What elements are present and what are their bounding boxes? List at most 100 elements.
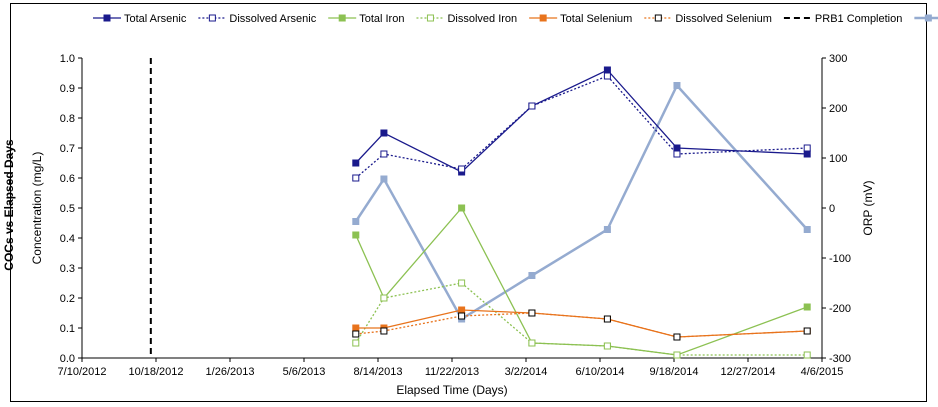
- data-point-dissolved-selenium: [458, 312, 466, 320]
- x-tick-label: 7/10/2012: [58, 366, 107, 378]
- series-dissolved-selenium: [352, 309, 811, 341]
- chart-frame: [10, 3, 927, 402]
- legend-swatch-marker: [338, 14, 346, 22]
- y-tick-left-label: 0.8: [60, 113, 75, 125]
- y-tick-left-label: 0.0: [60, 353, 75, 365]
- x-tick-label: 8/14/2013: [354, 366, 403, 378]
- legend-label: Dissolved Iron: [447, 13, 517, 25]
- y-axis-left-title: Concentration (mg/L): [30, 152, 44, 265]
- y-tick-left-label: 1.0: [60, 53, 75, 65]
- data-point-total-iron: [352, 231, 360, 239]
- data-point-total-iron: [803, 303, 811, 311]
- legend-swatch-marker: [208, 14, 216, 22]
- x-tick-label: 3/2/2014: [505, 366, 548, 378]
- series-total-selenium: [352, 306, 811, 341]
- x-axis-title: Elapsed Time (Days): [396, 383, 507, 397]
- data-point-dissolved-selenium: [803, 327, 811, 335]
- data-point-dissolved-arsenic: [380, 150, 388, 158]
- y-tick-left-label: 0.1: [60, 323, 75, 335]
- data-point-dissolved-iron: [458, 279, 466, 287]
- series-orp: [352, 82, 811, 323]
- x-tick-label: 5/6/2013: [283, 366, 326, 378]
- y-tick-right-label: 100: [829, 153, 847, 165]
- legend-item-total-arsenic: Total Arsenic: [93, 13, 187, 25]
- data-point-total-selenium: [352, 324, 360, 332]
- x-tick-label: 6/10/2014: [576, 366, 625, 378]
- legend-item-prb1-completion: PRB1 Completion: [783, 13, 902, 25]
- y-tick-right-label: 0: [829, 203, 835, 215]
- data-point-total-arsenic: [673, 144, 681, 152]
- y-tick-left-label: 0.3: [60, 263, 75, 275]
- legend-item-dissolved-arsenic: Dissolved Arsenic: [198, 13, 317, 25]
- data-point-dissolved-arsenic: [528, 102, 536, 110]
- series-total-iron: [352, 204, 811, 359]
- data-point-dissolved-selenium: [528, 309, 536, 317]
- x-tick-label: 11/22/2013: [425, 366, 479, 378]
- y-tick-left-label: 0.4: [60, 233, 75, 245]
- data-point-dissolved-arsenic: [603, 72, 611, 80]
- legend: Total Arsenic Dissolved Arsenic Total Iron…: [93, 13, 938, 25]
- legend-label: Total Selenium: [560, 13, 632, 25]
- x-tick-label: 4/6/2015: [801, 366, 844, 378]
- y-tick-right-label: -300: [829, 353, 851, 365]
- data-point-total-arsenic: [803, 150, 811, 158]
- data-point-dissolved-iron: [380, 294, 388, 302]
- data-point-orp: [673, 82, 681, 89]
- y-tick-right-label: -100: [829, 253, 851, 265]
- data-point-total-selenium: [458, 306, 466, 314]
- series-layer: [352, 66, 811, 359]
- data-point-dissolved-selenium: [352, 330, 360, 338]
- data-point-dissolved-selenium: [673, 333, 681, 341]
- y-ticks-left: 0.0 0.1 0.2 0.3 0.4 0.5 0.6 0.7 0.8 0.9 1.0: [60, 53, 82, 365]
- data-point-dissolved-arsenic: [458, 165, 466, 173]
- data-point-dissolved-iron: [352, 339, 360, 347]
- series-line-dissolved-arsenic: [355, 75, 808, 179]
- series-line-total-arsenic: [355, 69, 808, 173]
- data-point-orp: [803, 226, 811, 233]
- series-dissolved-arsenic: [352, 72, 811, 182]
- legend-item-dissolved-iron: Dissolved Iron: [416, 13, 517, 25]
- y-axis-right-title: ORP (mV): [861, 180, 875, 235]
- data-point-total-iron: [458, 204, 466, 212]
- legend-item-total-iron: Total Iron: [328, 13, 404, 25]
- legend-label: Dissolved Arsenic: [229, 13, 316, 25]
- legend-item-dissolved-selenium: Dissolved Selenium: [644, 13, 772, 25]
- data-point-dissolved-selenium: [380, 327, 388, 335]
- data-point-dissolved-selenium: [603, 315, 611, 323]
- data-point-orp: [528, 272, 536, 279]
- y-tick-right-label: 200: [829, 103, 847, 115]
- series-dissolved-iron: [352, 279, 811, 359]
- data-point-orp: [380, 175, 388, 183]
- data-point-orp: [603, 226, 611, 233]
- legend-label: Dissolved Selenium: [675, 13, 772, 25]
- legend-swatch-marker: [654, 14, 662, 22]
- legend-label: PRB1 Completion: [815, 13, 902, 25]
- data-point-orp: [352, 218, 360, 225]
- x-tick-label: 10/18/2012: [128, 366, 183, 378]
- legend-swatch-marker: [539, 14, 547, 22]
- legend-swatch-marker: [924, 14, 932, 22]
- chart-title: COCs vs Elapsed Days: [2, 139, 16, 271]
- data-point-total-arsenic: [603, 66, 611, 74]
- x-tick-label: 12/27/2014: [720, 366, 775, 378]
- y-ticks-right: -300 -200 -100 0 100 200 300: [822, 53, 851, 365]
- legend-item-total-selenium: Total Selenium: [529, 13, 632, 25]
- x-tick-label: 9/18/2014: [650, 366, 699, 378]
- data-point-dissolved-iron: [603, 342, 611, 350]
- y-tick-right-label: -200: [829, 303, 851, 315]
- y-tick-right-label: 300: [829, 53, 847, 65]
- y-tick-left-label: 0.2: [60, 293, 75, 305]
- y-tick-left-label: 0.5: [60, 203, 75, 215]
- y-tick-left-label: 0.9: [60, 83, 75, 95]
- data-point-dissolved-arsenic: [803, 144, 811, 152]
- y-tick-left-label: 0.7: [60, 143, 75, 155]
- data-point-dissolved-iron: [803, 351, 811, 359]
- legend-swatch-marker: [103, 14, 111, 22]
- legend-label: Total Arsenic: [124, 13, 187, 25]
- data-point-dissolved-arsenic: [673, 150, 681, 158]
- data-point-dissolved-iron: [673, 351, 681, 359]
- data-point-dissolved-arsenic: [352, 174, 360, 182]
- data-point-total-arsenic: [352, 159, 360, 167]
- legend-label: Total Iron: [359, 13, 404, 25]
